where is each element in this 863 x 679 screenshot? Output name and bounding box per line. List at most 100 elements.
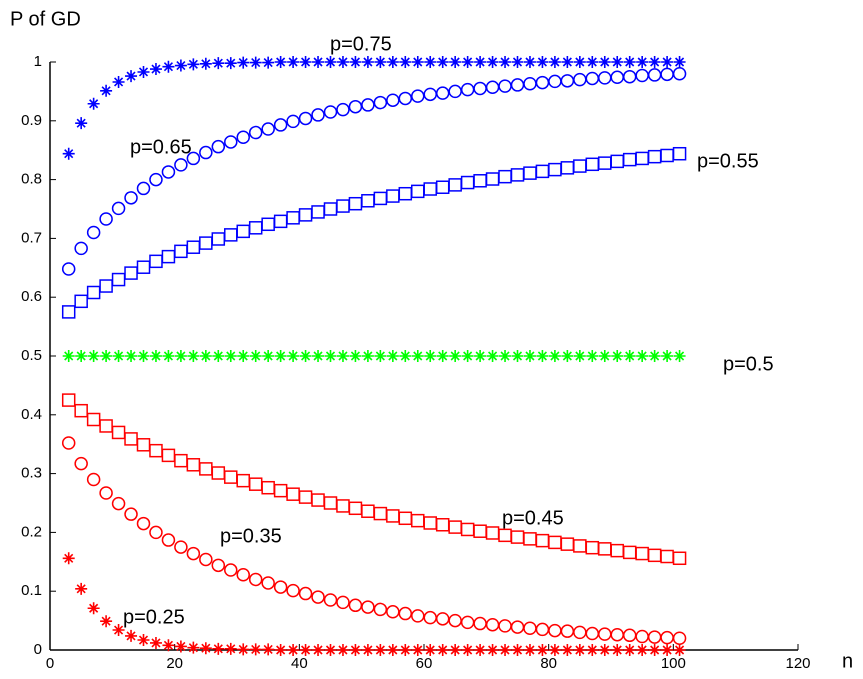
point — [162, 251, 174, 263]
series-label: p=0.25 — [123, 606, 185, 628]
point — [586, 628, 598, 640]
point — [138, 350, 150, 362]
point — [536, 350, 548, 362]
series-label: p=0.75 — [330, 33, 392, 55]
point — [636, 644, 648, 656]
point — [462, 350, 474, 362]
point — [362, 350, 374, 362]
point — [100, 487, 112, 499]
point — [412, 610, 424, 622]
y-tick-label: 0.1 — [21, 582, 42, 599]
point — [487, 527, 499, 539]
x-tick-label: 20 — [166, 655, 183, 672]
point — [499, 350, 511, 362]
point — [300, 588, 312, 600]
point — [674, 148, 686, 160]
point — [212, 57, 224, 69]
point — [462, 616, 474, 628]
point — [337, 104, 349, 116]
point — [325, 106, 337, 118]
point — [237, 350, 249, 362]
point — [150, 63, 162, 75]
point — [387, 350, 399, 362]
y-tick-label: 1 — [34, 53, 42, 70]
x-tick-label: 100 — [661, 655, 686, 672]
point — [250, 350, 262, 362]
point — [474, 525, 486, 537]
point — [113, 76, 125, 88]
point — [362, 56, 374, 68]
point — [225, 57, 237, 69]
point — [524, 78, 536, 90]
point — [175, 350, 187, 362]
point — [162, 534, 174, 546]
point — [262, 123, 274, 135]
point — [374, 350, 386, 362]
y-tick-label: 0.4 — [21, 406, 42, 423]
point — [250, 127, 262, 139]
point — [649, 69, 661, 81]
point — [100, 280, 112, 292]
point — [187, 459, 199, 471]
point — [200, 147, 212, 159]
point — [300, 491, 312, 503]
point — [649, 644, 661, 656]
point — [75, 583, 87, 595]
point — [412, 515, 424, 527]
point — [237, 475, 249, 487]
point — [162, 166, 174, 178]
point — [462, 177, 474, 189]
point — [437, 519, 449, 531]
point — [561, 350, 573, 362]
point — [113, 498, 125, 510]
point — [536, 56, 548, 68]
point — [624, 350, 636, 362]
point — [624, 71, 636, 83]
point — [75, 405, 87, 417]
point — [512, 621, 524, 633]
y-tick-label: 0.8 — [21, 171, 42, 188]
point — [549, 164, 561, 176]
point — [574, 56, 586, 68]
point — [561, 644, 573, 656]
x-tick-label: 0 — [46, 655, 54, 672]
point — [449, 521, 461, 533]
point — [487, 173, 499, 185]
point — [225, 564, 237, 576]
point — [424, 183, 436, 195]
point — [200, 553, 212, 565]
point — [512, 169, 524, 181]
point — [387, 94, 399, 106]
point — [88, 602, 100, 614]
point — [325, 644, 337, 656]
point — [75, 242, 87, 254]
point — [424, 350, 436, 362]
point — [661, 56, 673, 68]
point — [586, 644, 598, 656]
point — [250, 573, 262, 585]
point — [300, 56, 312, 68]
point — [499, 80, 511, 92]
point — [125, 350, 137, 362]
point — [674, 350, 686, 362]
point — [487, 350, 499, 362]
chart: P of GD n 00.10.20.30.40.50.60.70.80.910… — [0, 0, 863, 679]
point — [187, 642, 199, 654]
point — [674, 552, 686, 564]
point — [150, 637, 162, 649]
series-label: p=0.45 — [502, 507, 564, 529]
point — [611, 350, 623, 362]
point — [499, 529, 511, 541]
point — [362, 601, 374, 613]
point — [362, 195, 374, 207]
point — [387, 56, 399, 68]
point — [424, 56, 436, 68]
point — [63, 306, 75, 318]
point — [325, 594, 337, 606]
point — [424, 612, 436, 624]
point — [250, 57, 262, 69]
point — [649, 631, 661, 643]
point — [374, 97, 386, 109]
point — [187, 58, 199, 70]
point — [499, 56, 511, 68]
